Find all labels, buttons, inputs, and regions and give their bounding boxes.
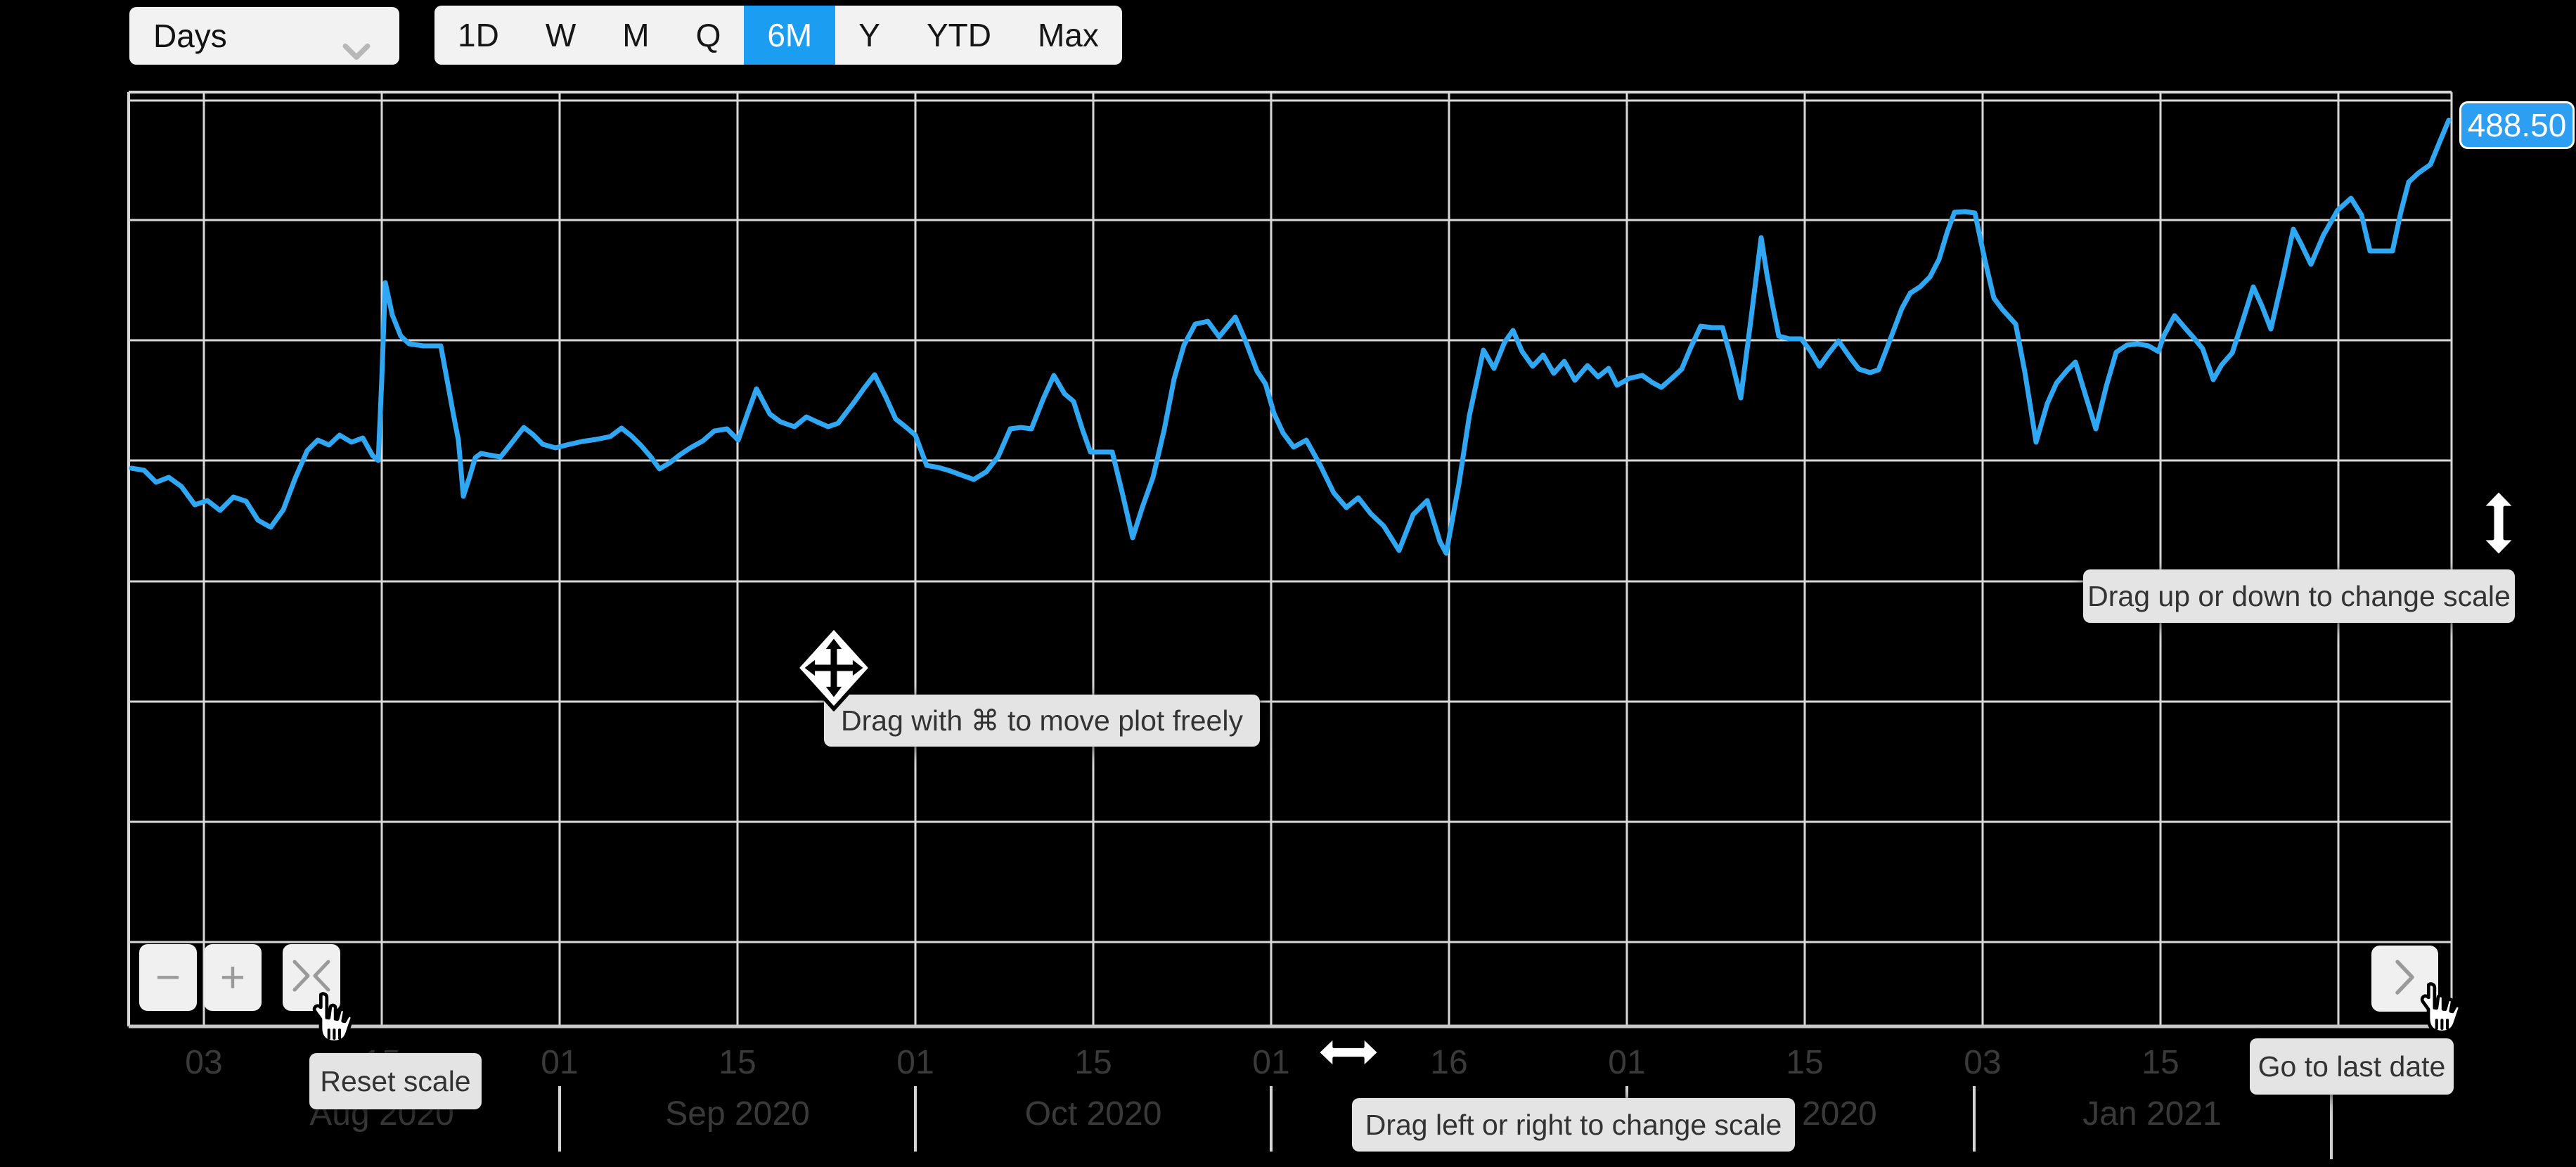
plus-icon: + — [219, 953, 246, 1002]
range-button-max[interactable]: Max — [1037, 17, 1099, 53]
svg-text:01: 01 — [1608, 1044, 1645, 1081]
tooltip-reset-scale: Reset scale — [309, 1053, 482, 1109]
interval-select[interactable]: Days — [129, 7, 399, 65]
hand-cursor-icon — [302, 990, 354, 1055]
tooltip-horizontal-scale: Drag left or right to change scale — [1352, 1098, 1795, 1152]
svg-text:Oct 2020: Oct 2020 — [1025, 1095, 1162, 1133]
range-button-1d[interactable]: 1D — [458, 17, 499, 53]
tooltip-go-to-last-date: Go to last date — [2250, 1038, 2454, 1095]
collapse-chevrons-icon — [290, 958, 333, 998]
interval-select-value: Days — [153, 18, 227, 54]
range-switcher: 1D W M Q 6M Y YTD Max — [434, 6, 1122, 65]
svg-text:16: 16 — [1430, 1044, 1467, 1081]
svg-text:15: 15 — [1074, 1044, 1112, 1081]
range-button-6m[interactable]: 6M — [744, 6, 836, 65]
tooltip-move-plot: Drag with ⌘ to move plot freely — [824, 695, 1260, 747]
toolbar: Days 1D W M Q 6M Y YTD Max — [0, 0, 2576, 70]
vertical-resize-cursor-icon — [2478, 488, 2520, 562]
svg-text:15: 15 — [719, 1044, 756, 1081]
horizontal-resize-cursor-icon — [1316, 1031, 1381, 1078]
range-button-y[interactable]: Y — [858, 17, 880, 53]
chevron-down-icon — [342, 31, 371, 69]
range-button-q[interactable]: Q — [695, 17, 721, 53]
svg-text:15: 15 — [1786, 1044, 1823, 1081]
tooltip-vertical-scale: Drag up or down to change scale — [2083, 569, 2515, 623]
svg-text:Jan 2021: Jan 2021 — [2082, 1095, 2222, 1133]
zoom-in-button[interactable]: + — [204, 944, 262, 1011]
move-cursor-icon — [794, 624, 874, 715]
svg-text:15: 15 — [2142, 1044, 2179, 1081]
svg-text:03: 03 — [185, 1044, 222, 1081]
range-button-ytd[interactable]: YTD — [926, 17, 991, 53]
reset-scale-button[interactable] — [283, 944, 340, 1011]
chevron-right-icon — [2393, 958, 2417, 1000]
svg-text:01: 01 — [896, 1044, 934, 1081]
zoom-out-button[interactable]: − — [139, 944, 197, 1011]
svg-text:Sep 2020: Sep 2020 — [665, 1095, 810, 1133]
svg-text:01: 01 — [1252, 1044, 1289, 1081]
minus-icon: − — [155, 953, 181, 1002]
range-button-m[interactable]: M — [622, 17, 650, 53]
svg-text:03: 03 — [1964, 1044, 2001, 1081]
golast-anchor-line — [2330, 1095, 2333, 1159]
svg-text:01: 01 — [541, 1044, 578, 1081]
hand-cursor-icon — [2410, 980, 2462, 1045]
last-price-label: 488.50 — [2459, 101, 2575, 149]
range-button-w[interactable]: W — [545, 17, 577, 53]
